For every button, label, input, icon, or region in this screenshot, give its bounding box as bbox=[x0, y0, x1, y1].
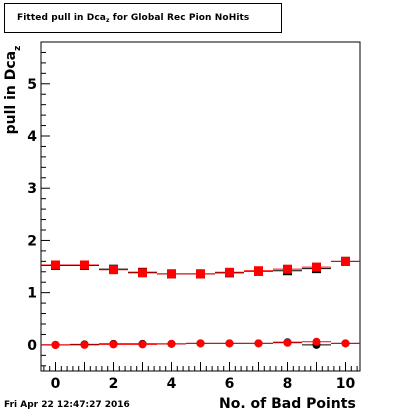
x-tick-label: 4 bbox=[167, 376, 177, 392]
x-tick-label: 8 bbox=[283, 376, 293, 392]
axis-ticks bbox=[41, 41, 358, 371]
chart-title-box: Fitted pull in Dcaz for Global Rec Pion … bbox=[4, 3, 282, 33]
y-tick-label: 0 bbox=[27, 338, 37, 354]
series-3-circle-point bbox=[254, 339, 263, 348]
x-tick-label: 2 bbox=[109, 376, 119, 392]
series-3-circle-point bbox=[225, 339, 234, 348]
series-1-square-point bbox=[341, 256, 350, 266]
series-1-square-point bbox=[109, 265, 118, 275]
x-tick-label: 6 bbox=[225, 376, 235, 392]
y-axis-label-main: pull in Dca bbox=[3, 50, 19, 135]
series-1-square-point bbox=[138, 268, 147, 278]
series-1-square-point bbox=[283, 264, 292, 274]
series-3-circle-point bbox=[80, 340, 89, 349]
y-axis-label: pull in Dcaz bbox=[2, 44, 24, 136]
datestamp: Fri Apr 22 12:47:27 2016 bbox=[4, 400, 130, 410]
series-3-circle-point bbox=[167, 339, 176, 348]
chart-title-subscript: z bbox=[105, 17, 110, 24]
x-tick-label: 10 bbox=[336, 376, 356, 392]
chart-title-rest: for Global Rec Pion NoHits bbox=[109, 13, 250, 23]
series-3-circle-point bbox=[196, 339, 205, 348]
series-3-circle-point bbox=[138, 340, 147, 349]
plot-frame bbox=[40, 41, 361, 372]
series-1-square-point bbox=[254, 266, 263, 276]
chart-title-main: Fitted pull in Dca bbox=[17, 13, 106, 23]
series-3-circle-point bbox=[283, 338, 292, 347]
series-3-circle-point bbox=[51, 340, 60, 349]
series-3-circle-point bbox=[109, 340, 118, 349]
tick-labels: 0 2 4 6 8 10 0 1 2 3 4 5 bbox=[27, 77, 355, 392]
series-3-circle-point bbox=[341, 339, 350, 348]
series-1-square-point bbox=[312, 262, 321, 272]
series-1-square-point bbox=[225, 267, 234, 277]
y-tick-label: 4 bbox=[27, 129, 37, 145]
y-tick-label: 3 bbox=[27, 181, 37, 197]
series-points bbox=[51, 256, 350, 349]
y-tick-label: 2 bbox=[27, 233, 37, 249]
x-tick-label: 0 bbox=[51, 376, 61, 392]
y-tick-label: 1 bbox=[27, 286, 37, 302]
y-tick-label: 5 bbox=[27, 77, 37, 93]
series-3-circle-point bbox=[312, 337, 321, 346]
series-1-square-point bbox=[51, 260, 60, 270]
series-1-square-point bbox=[167, 269, 176, 279]
y-axis-label-subscript: z bbox=[13, 45, 23, 51]
series-1-square-point bbox=[196, 269, 205, 279]
x-axis-label: No. of Bad Points bbox=[219, 396, 356, 412]
chart-title: Fitted pull in Dcaz for Global Rec Pion … bbox=[17, 13, 249, 24]
series-1-square-point bbox=[80, 260, 89, 270]
